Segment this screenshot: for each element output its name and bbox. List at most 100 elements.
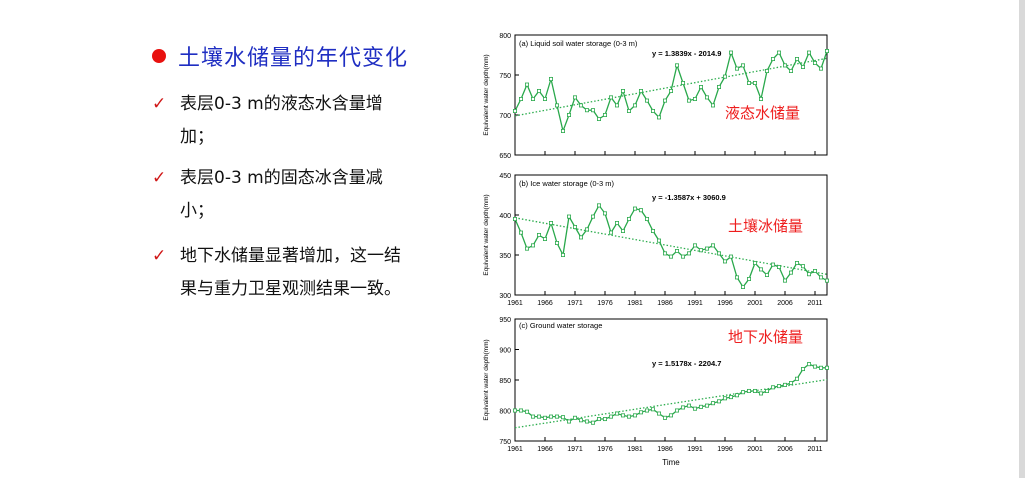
data-point bbox=[824, 365, 829, 370]
x-tick-label: 1966 bbox=[537, 300, 553, 307]
data-point bbox=[716, 399, 721, 404]
data-point bbox=[597, 417, 602, 422]
x-tick-label: 2006 bbox=[777, 300, 793, 307]
data-point bbox=[746, 276, 751, 281]
data-point bbox=[818, 66, 823, 71]
y-tick-label: 700 bbox=[499, 113, 511, 120]
data-point bbox=[579, 235, 584, 240]
data-point bbox=[794, 260, 799, 265]
data-point bbox=[537, 89, 542, 94]
data-point bbox=[555, 103, 560, 108]
data-point bbox=[716, 251, 721, 256]
data-point bbox=[662, 415, 667, 420]
data-point bbox=[740, 284, 745, 289]
check-icon: ✓ bbox=[152, 94, 167, 114]
trend-equation: y = 1.5178x - 2204.7 bbox=[652, 359, 721, 368]
data-point bbox=[626, 414, 631, 419]
data-point bbox=[597, 117, 602, 122]
x-tick-label: 1971 bbox=[567, 300, 583, 307]
data-point bbox=[752, 260, 757, 265]
data-point bbox=[764, 388, 769, 393]
data-point bbox=[728, 395, 733, 400]
x-tick-label: 1986 bbox=[657, 446, 673, 453]
data-point bbox=[734, 275, 739, 280]
data-point bbox=[710, 401, 715, 406]
x-tick-label: 2006 bbox=[777, 446, 793, 453]
data-point bbox=[608, 414, 613, 419]
overlay-label: 地下水储量 bbox=[728, 329, 803, 346]
data-point bbox=[561, 415, 566, 420]
y-axis-label: Equivalent water depth(mm) bbox=[483, 54, 490, 135]
data-point bbox=[674, 408, 679, 413]
bullet-dot bbox=[152, 49, 166, 63]
data-point bbox=[602, 417, 607, 422]
data-point bbox=[561, 129, 566, 134]
bullet-text: 地下水储量显著增加，这一结 bbox=[180, 246, 401, 266]
data-point bbox=[543, 97, 548, 102]
data-point bbox=[782, 382, 787, 387]
data-point bbox=[692, 243, 697, 248]
x-tick-label: 1981 bbox=[627, 300, 643, 307]
data-point bbox=[770, 385, 775, 390]
data-point bbox=[531, 414, 536, 419]
data-point bbox=[608, 95, 613, 100]
data-point bbox=[620, 89, 625, 94]
data-point bbox=[806, 362, 811, 367]
data-point bbox=[704, 403, 709, 408]
data-point bbox=[668, 89, 673, 94]
data-point bbox=[561, 252, 566, 257]
data-point bbox=[698, 404, 703, 409]
data-point bbox=[722, 259, 727, 264]
data-point bbox=[513, 216, 518, 221]
plot-frame bbox=[514, 174, 828, 296]
x-tick-label: 1961 bbox=[507, 446, 523, 453]
data-point bbox=[525, 246, 530, 251]
slide-title-row: 土壤水储量的年代变化 bbox=[152, 40, 408, 72]
x-tick-label: 1981 bbox=[627, 446, 643, 453]
data-point bbox=[614, 411, 619, 416]
data-point bbox=[722, 74, 727, 79]
y-tick-label: 800 bbox=[499, 33, 511, 40]
y-tick-label: 750 bbox=[499, 73, 511, 80]
data-point bbox=[638, 410, 643, 415]
x-tick-label: 1986 bbox=[657, 300, 673, 307]
data-point bbox=[525, 82, 530, 87]
data-point bbox=[788, 69, 793, 74]
data-point bbox=[650, 228, 655, 233]
data-point bbox=[806, 50, 811, 55]
y-axis-label: Equivalent water depth(mm) bbox=[483, 194, 490, 275]
data-point bbox=[674, 63, 679, 68]
data-point bbox=[686, 251, 691, 256]
data-point bbox=[824, 48, 829, 53]
data-point bbox=[776, 264, 781, 269]
slide-title: 土壤水储量的年代变化 bbox=[178, 46, 409, 71]
data-point bbox=[794, 56, 799, 61]
check-icon: ✓ bbox=[152, 246, 167, 266]
data-point bbox=[519, 230, 524, 235]
data-point bbox=[608, 230, 613, 235]
data-point bbox=[704, 95, 709, 100]
data-point bbox=[680, 81, 685, 86]
panel-title: (c) Ground water storage bbox=[519, 321, 602, 330]
check-icon: ✓ bbox=[152, 168, 167, 188]
x-tick-label: 1966 bbox=[537, 446, 553, 453]
data-point bbox=[656, 411, 661, 416]
data-point bbox=[638, 208, 643, 213]
data-point bbox=[513, 109, 518, 114]
data-point bbox=[752, 388, 757, 393]
trend-equation: y = 1.3839x - 2014.9 bbox=[652, 49, 721, 58]
data-point bbox=[692, 406, 697, 411]
data-point bbox=[812, 364, 817, 369]
data-point bbox=[555, 240, 560, 245]
y-tick-label: 300 bbox=[499, 293, 511, 300]
chart-panel-3: 750 800 850 900 950 1961 1966 1971 1976 1981 1986 1… bbox=[483, 317, 829, 467]
data-point bbox=[698, 248, 703, 253]
data-point bbox=[591, 214, 596, 219]
x-tick-label: 1976 bbox=[597, 300, 613, 307]
data-point bbox=[573, 224, 578, 229]
data-point bbox=[543, 415, 548, 420]
data-point bbox=[555, 414, 560, 419]
data-point bbox=[620, 413, 625, 418]
data-point bbox=[591, 420, 596, 425]
data-point bbox=[746, 388, 751, 393]
